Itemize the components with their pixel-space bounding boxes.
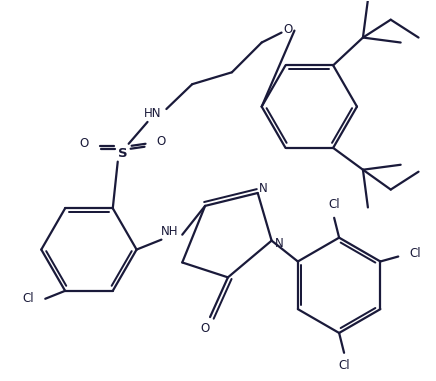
Text: O: O [157,135,166,148]
Text: Cl: Cl [338,359,350,372]
Text: O: O [79,137,89,150]
Text: S: S [118,147,127,160]
Text: Cl: Cl [409,247,421,260]
Text: Cl: Cl [328,199,340,211]
Text: O: O [201,322,210,336]
Text: N: N [259,181,268,195]
Text: N: N [275,237,284,250]
Text: NH: NH [160,225,178,238]
Text: Cl: Cl [23,292,34,305]
Text: O: O [284,23,293,36]
Text: HN: HN [144,107,161,120]
